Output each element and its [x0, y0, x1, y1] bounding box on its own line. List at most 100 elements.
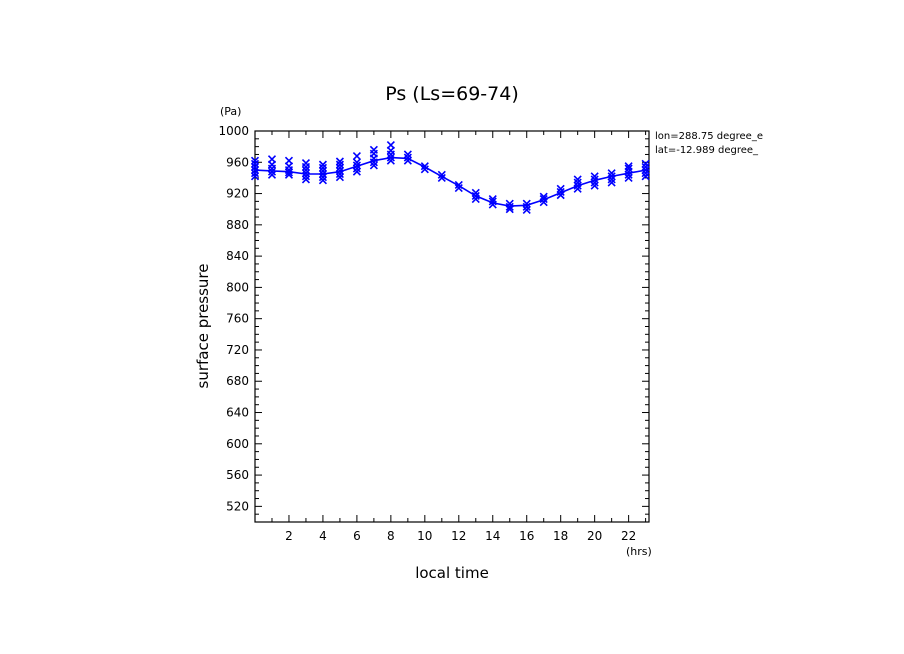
- scatter-marker: [590, 175, 599, 184]
- scatter-marker: [454, 180, 463, 190]
- scatter-marker: [250, 172, 260, 181]
- y-tick-label: 1000: [218, 124, 249, 138]
- annotation-lon: lon=288.75 degree_e: [655, 131, 763, 142]
- chart-title: Ps (Ls=69-74): [385, 83, 519, 105]
- x-tick-label: 20: [587, 529, 602, 543]
- scatter-marker: [301, 158, 311, 168]
- scatter-marker: [539, 194, 548, 204]
- y-tick-label: 680: [226, 374, 249, 388]
- scatter-marker: [624, 170, 633, 179]
- scatter-marker: [471, 188, 480, 197]
- scatter-marker: [522, 202, 531, 211]
- scatter-marker: [250, 169, 260, 178]
- x-axis-label: local time: [415, 564, 489, 582]
- scatter-marker: [403, 156, 412, 165]
- scatter-marker: [505, 199, 514, 208]
- scatter-marker: [352, 164, 361, 173]
- scatter-marker: [556, 184, 565, 193]
- scatter-marker: [352, 158, 361, 167]
- scatter-marker: [250, 162, 260, 172]
- scatter-marker: [471, 194, 480, 204]
- x-tick-label: 18: [553, 529, 568, 543]
- scatter-marker: [352, 151, 361, 161]
- scatter-marker: [301, 172, 311, 181]
- scatter-marker: [607, 175, 616, 184]
- scatter-marker: [573, 178, 582, 187]
- scatter-marker: [335, 157, 344, 166]
- scatter-marker: [488, 197, 497, 206]
- y-tick-label: 880: [226, 218, 249, 232]
- scatter-marker: [590, 181, 599, 190]
- y-tick-label: 600: [226, 437, 249, 451]
- scatter-marker: [318, 176, 327, 185]
- scatter-marker: [318, 160, 327, 169]
- scatter-marker: [335, 160, 344, 169]
- scatter-marker: [318, 166, 327, 175]
- x-tick-label: 14: [485, 529, 500, 543]
- scatter-marker: [267, 170, 277, 179]
- scatter-marker: [454, 184, 463, 193]
- scatter-marker: [267, 167, 277, 176]
- scatter-marker: [607, 169, 616, 178]
- y-tick-label: 920: [226, 187, 249, 201]
- scatter-marker: [420, 162, 429, 171]
- scatter-marker: [641, 159, 650, 168]
- scatter-marker: [522, 199, 531, 208]
- scatter-marker: [437, 170, 446, 179]
- scatter-marker: [250, 156, 260, 165]
- scatter-marker: [488, 194, 497, 204]
- scatter-marker: [335, 173, 344, 182]
- scatter-marker: [573, 181, 582, 190]
- scatter-marker: [641, 162, 650, 172]
- scatter-marker: [284, 168, 294, 177]
- y-tick-label: 720: [226, 343, 249, 357]
- scatter-marker: [250, 166, 260, 175]
- scatter-marker: [505, 202, 514, 211]
- y-tick-label: 960: [226, 155, 249, 169]
- scatter-marker: [335, 169, 344, 179]
- scatter-marker: [556, 187, 565, 197]
- scatter-marker: [641, 169, 650, 178]
- series-line: [254, 156, 646, 207]
- scatter-marker: [301, 169, 311, 178]
- scatter-marker: [318, 169, 327, 179]
- scatter-marker: [607, 172, 616, 181]
- scatter-marker: [301, 175, 311, 184]
- y-tick-label: 800: [226, 280, 249, 294]
- scatter-marker: [590, 178, 599, 187]
- plot-frame: [254, 130, 650, 523]
- x-tick-label: 10: [417, 529, 432, 543]
- scatter-marker: [267, 155, 277, 164]
- x-tick-label: 4: [319, 529, 327, 543]
- scatter-marker: [573, 184, 582, 193]
- scatter-marker: [403, 150, 412, 159]
- scatter-marker: [318, 173, 327, 182]
- x-tick-label: 8: [387, 529, 395, 543]
- scatter-marker: [539, 192, 548, 201]
- scatter-marker: [607, 178, 616, 187]
- plot-layer: 520 560 600 640 680 720 760 800 840 880 920 960 1000…: [218, 124, 650, 543]
- scatter-marker: [624, 173, 633, 182]
- scatter-marker: [386, 156, 395, 165]
- scatter-marker: [352, 161, 361, 170]
- scatter-marker: [369, 145, 378, 154]
- y-tick-label: 640: [226, 406, 249, 420]
- x-tick-label: 6: [353, 529, 361, 543]
- y-tick-label: 840: [226, 249, 249, 263]
- scatter-marker: [335, 163, 344, 172]
- scatter-marker: [556, 191, 565, 200]
- scatter-marker: [624, 162, 633, 171]
- x-unit-label: (hrs): [626, 545, 652, 558]
- y-tick-label: 560: [226, 468, 249, 482]
- scatter-marker: [301, 166, 311, 175]
- scatter-marker: [573, 175, 582, 184]
- scatter-marker: [386, 141, 395, 150]
- scatter-marker: [284, 156, 294, 165]
- x-tick-label: 12: [451, 529, 466, 543]
- scatter-marker: [590, 172, 599, 181]
- scatter-marker: [420, 165, 429, 174]
- y-tick-label: 760: [226, 312, 249, 326]
- y-tick-label: 520: [226, 499, 249, 513]
- scatter-marker: [369, 161, 378, 170]
